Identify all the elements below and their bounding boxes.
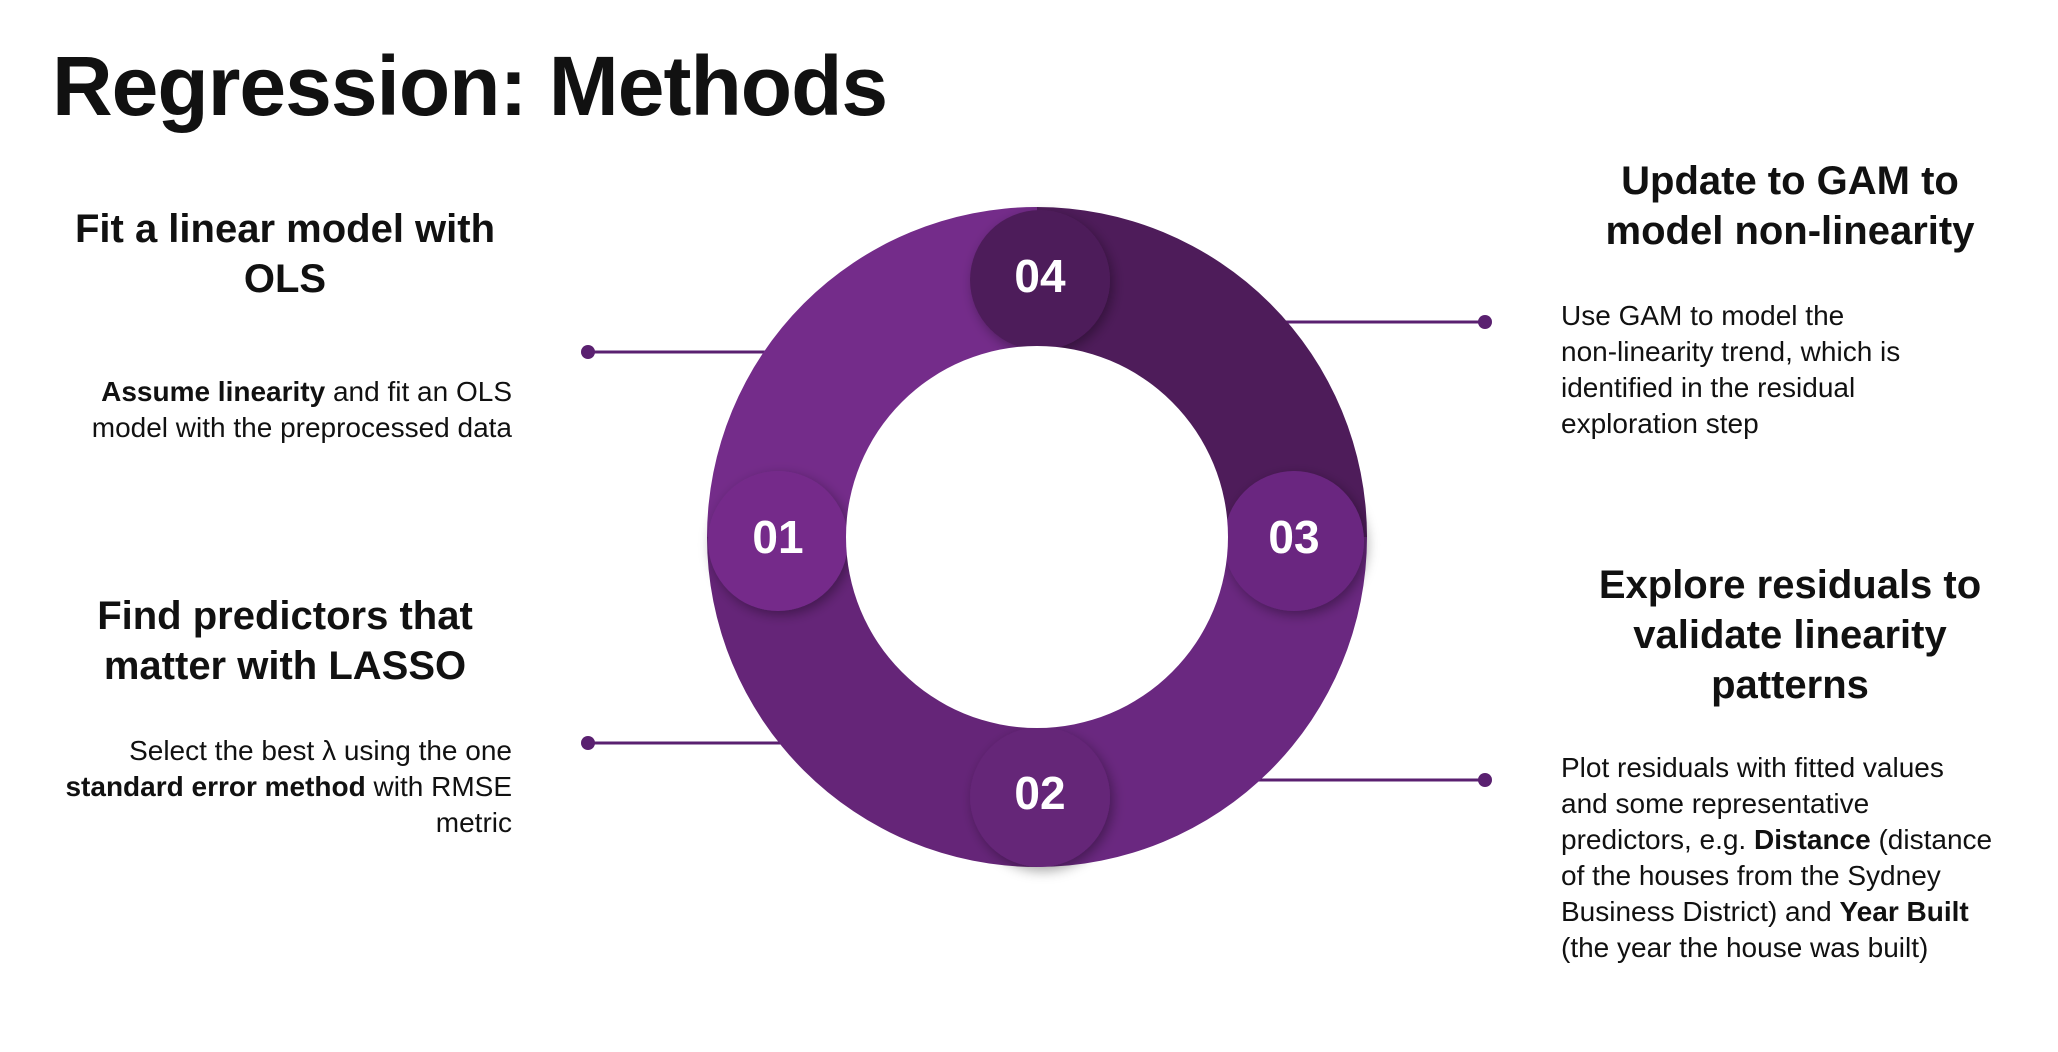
description-line: exploration step — [1561, 406, 2041, 442]
description-line: standard error method with RMSE — [20, 769, 512, 805]
description-line: Business District) and Year Built — [1561, 894, 2041, 930]
description-line: Plot residuals with fitted values — [1561, 750, 2041, 786]
segment-04-cap — [970, 210, 1110, 350]
segment-03 — [1037, 537, 1367, 867]
step-01-description: Assume linearity and fit an OLS model wit… — [20, 374, 512, 446]
description-bold-text: Distance — [1753, 824, 1871, 855]
connector-01-dot — [581, 345, 595, 359]
step-02-number: 02 — [1014, 767, 1065, 819]
description-bold-text: Year Built — [1839, 896, 1969, 927]
step-01-heading: Fit a linear model with OLS — [40, 204, 530, 304]
step-04-number: 04 — [1014, 250, 1066, 302]
description-text: Business District) and — [1561, 896, 1840, 927]
segment-02 — [707, 537, 1037, 867]
description-text: and fit an OLS — [325, 376, 512, 407]
description-line: Use GAM to model the — [1561, 298, 2041, 334]
step-01-heading-line: OLS — [243, 257, 327, 301]
step-04-description: Use GAM to model the non-linearity trend,… — [1561, 298, 2041, 442]
description-text: model with the preprocessed data — [91, 412, 512, 443]
step-02-description: Select the best λ using the one standard … — [20, 733, 512, 841]
page-title: Regression: Methods — [52, 39, 888, 133]
step-03-heading: Explore residuals to validate linearity … — [1560, 560, 2020, 710]
description-line: predictors, e.g. Distance (distance — [1561, 822, 2041, 858]
step-03-heading-line: validate linearity — [1633, 613, 1947, 657]
segment-04 — [1037, 207, 1367, 537]
step-01-number: 01 — [752, 511, 803, 563]
description-text: identified in the residual — [1561, 372, 1856, 403]
step-01-heading-line: Fit a linear model with — [74, 207, 496, 251]
step-02-heading-line: matter with LASSO — [103, 644, 467, 688]
description-text: Plot residuals with fitted values — [1561, 752, 1944, 783]
segment-01 — [707, 207, 1037, 537]
step-03-heading-line: Explore residuals to — [1598, 563, 1982, 607]
description-line: and some representative — [1561, 786, 2041, 822]
description-bold-text: standard error method — [65, 771, 366, 802]
description-line: non-linearity trend, which is — [1561, 334, 2041, 370]
connector-02-dot — [581, 736, 595, 750]
step-02-heading: Find predictors that matter with LASSO — [40, 591, 530, 691]
step-04-heading-line: model non-linearity — [1605, 209, 1975, 253]
description-text: Select the best λ using the one — [129, 735, 512, 766]
description-line: identified in the residual — [1561, 370, 2041, 406]
description-text: Use GAM to model the — [1561, 300, 1845, 331]
description-text: of the houses from the Sydney — [1561, 860, 1941, 891]
description-line: of the houses from the Sydney — [1561, 858, 2041, 894]
step-03-number: 03 — [1268, 511, 1319, 563]
description-text: exploration step — [1561, 408, 1759, 439]
description-line: model with the preprocessed data — [20, 410, 512, 446]
description-line: Assume linearity and fit an OLS — [20, 374, 512, 410]
description-text: (distance — [1870, 824, 1993, 855]
description-text: with RMSE — [365, 771, 512, 802]
description-text: metric — [435, 807, 512, 838]
description-line: Select the best λ using the one — [20, 733, 512, 769]
segment-03-cap — [1224, 471, 1364, 611]
step-04-heading: Update to GAM to model non-linearity — [1560, 156, 2020, 256]
segment-02-cap — [970, 727, 1110, 867]
step-04-heading-line: Update to GAM to — [1621, 159, 1959, 203]
step-02-heading-line: Find predictors that — [97, 594, 473, 638]
description-line: (the year the house was built) — [1561, 930, 2041, 966]
description-bold-text: Assume linearity — [101, 376, 326, 407]
connector-04-dot — [1478, 315, 1492, 329]
step-03-description: Plot residuals with fitted values and som… — [1561, 750, 2041, 966]
step-03-heading-line: patterns — [1711, 663, 1869, 707]
description-text: and some representative — [1561, 788, 1870, 819]
description-text: (the year the house was built) — [1561, 932, 1929, 963]
segment-01-cap — [708, 471, 848, 611]
description-text: predictors, e.g. — [1561, 824, 1754, 855]
description-text: non-linearity trend, which is — [1561, 336, 1901, 367]
ring-center — [846, 346, 1228, 728]
description-line: metric — [20, 805, 512, 841]
connector-03-dot — [1478, 773, 1492, 787]
